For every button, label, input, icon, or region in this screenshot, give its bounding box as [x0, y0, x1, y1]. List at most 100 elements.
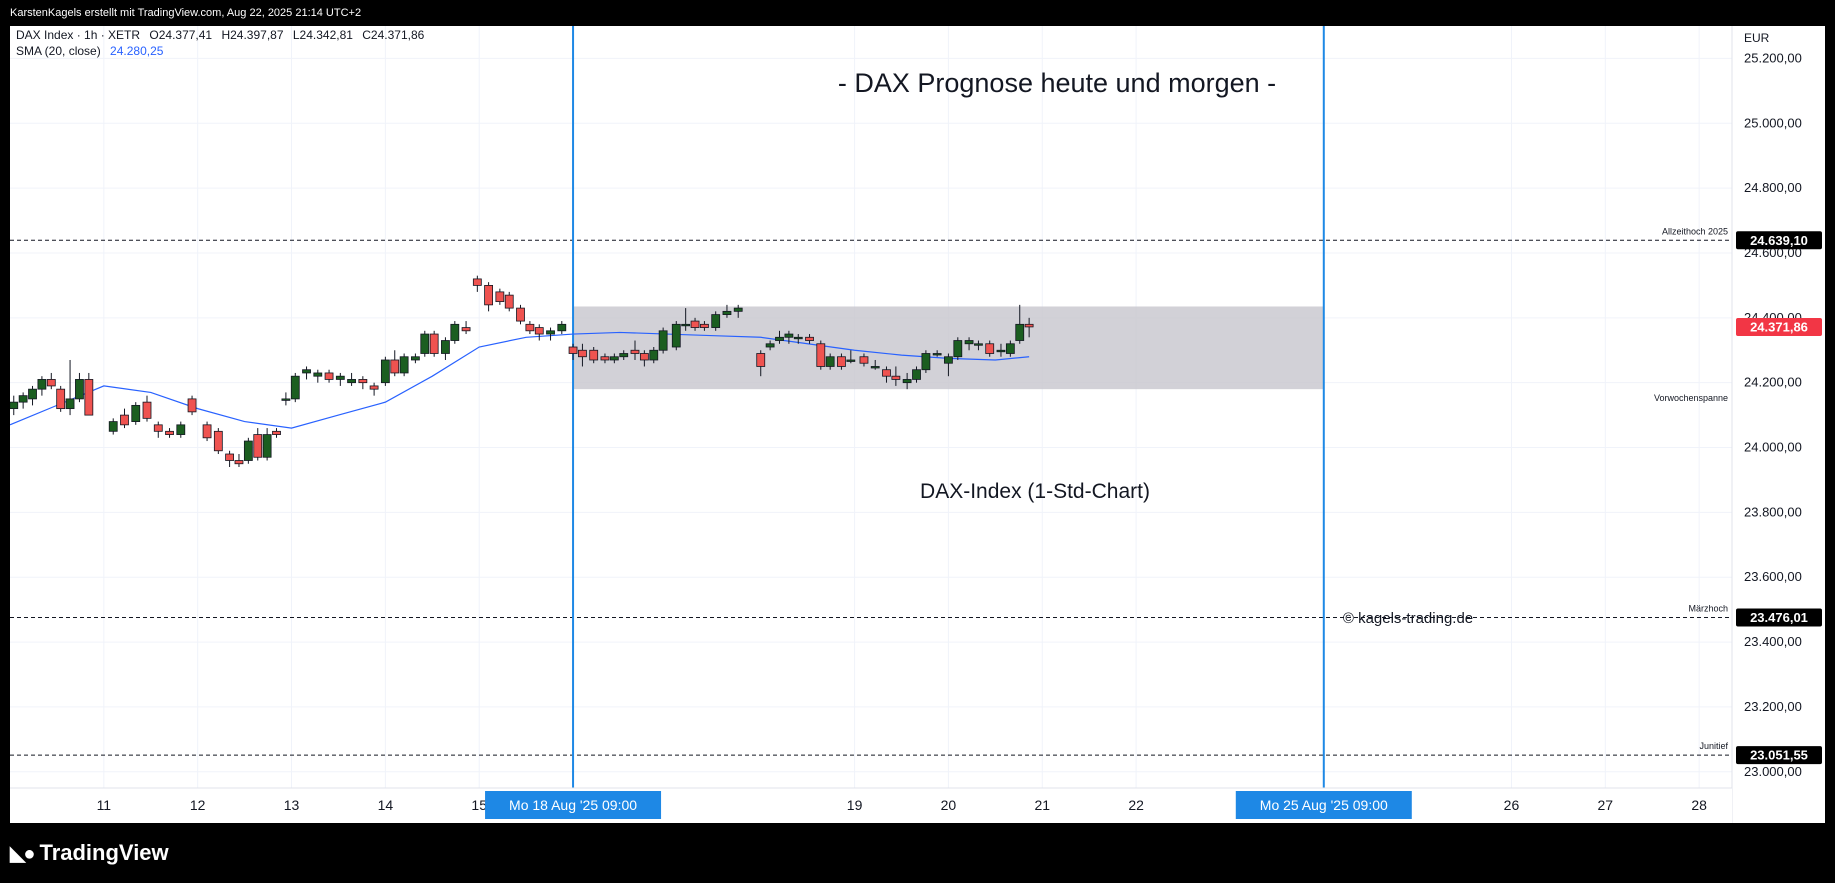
- candle-body: [380, 359, 390, 384]
- candle-body: [484, 285, 493, 306]
- candle: [131, 402, 141, 425]
- candle-body: [9, 401, 19, 410]
- candle: [609, 353, 619, 364]
- candle: [722, 304, 732, 318]
- level-price-tag-text: 24.639,10: [1750, 233, 1808, 248]
- price-tick-label: 23.800,00: [1744, 504, 1802, 519]
- candle: [534, 324, 544, 341]
- time-marker-tag: [1235, 791, 1412, 819]
- level-lines-layer: Allzeithoch 2025 Märzhoch Junitief: [10, 226, 1732, 756]
- level-label: Märzhoch: [1688, 603, 1728, 613]
- candle: [176, 421, 186, 438]
- candle-body: [671, 323, 681, 348]
- candle: [953, 337, 963, 360]
- candle: [46, 372, 56, 390]
- candle-body: [816, 343, 826, 367]
- range-box-layer: Vorwochenspanne: [573, 306, 1728, 403]
- candle: [619, 350, 629, 360]
- attribution-text: KarstenKagels erstellt mit TradingView.c…: [10, 7, 362, 19]
- candle-body: [516, 307, 525, 322]
- legend-sma: SMA (20, close) 24.280,25: [16, 44, 164, 58]
- tradingview-logo-text: TradingView: [39, 840, 169, 865]
- candle: [921, 350, 931, 373]
- chart-frame[interactable]: Vorwochenspanne Allzeithoch 2025 Märzhoch…: [9, 26, 1825, 823]
- candle: [859, 353, 869, 367]
- candle: [546, 327, 555, 341]
- footer-bar: ◣● TradingView: [0, 823, 1835, 883]
- tradingview-logo[interactable]: ◣● TradingView: [10, 840, 169, 866]
- candle: [165, 428, 174, 438]
- candle: [681, 308, 691, 331]
- candle: [825, 353, 835, 370]
- candle: [765, 340, 775, 351]
- price-tick-label: 25.000,00: [1744, 115, 1802, 130]
- time-tick-label: 12: [190, 797, 206, 813]
- candle: [347, 372, 356, 386]
- candle: [472, 275, 482, 292]
- time-tick-label: 13: [284, 797, 300, 813]
- candle-body: [495, 291, 505, 303]
- candle-body: [534, 327, 544, 335]
- price-tick-label: 25.200,00: [1744, 50, 1802, 65]
- candle-body: [921, 353, 931, 371]
- time-tick-label: 19: [847, 797, 863, 813]
- grid-lines: [10, 26, 1732, 788]
- candle-body: [28, 388, 37, 400]
- candle-body: [630, 349, 640, 354]
- candle-body: [176, 424, 186, 435]
- candle-body: [369, 385, 379, 390]
- candle: [225, 450, 234, 467]
- candle: [589, 347, 599, 364]
- price-tick-label: 24.000,00: [1744, 440, 1802, 455]
- candle-body: [390, 359, 400, 374]
- candle-body: [18, 395, 28, 403]
- candle: [75, 372, 84, 403]
- candle-body: [410, 356, 420, 361]
- candle-body: [290, 375, 300, 400]
- level-label: Junitief: [1699, 741, 1728, 751]
- candle-body: [450, 323, 460, 341]
- candle-body: [805, 336, 814, 341]
- candle-body: [313, 372, 323, 377]
- candle: [324, 369, 334, 383]
- candle-body: [711, 314, 721, 328]
- candle-body: [187, 398, 197, 413]
- candle: [964, 337, 974, 351]
- candle-body: [825, 356, 835, 367]
- candle: [450, 321, 460, 344]
- candle: [504, 291, 514, 312]
- candle-body: [600, 356, 610, 361]
- candlestick-chart[interactable]: Vorwochenspanne Allzeithoch 2025 Märzhoch…: [9, 26, 1825, 823]
- candle-body: [399, 356, 409, 374]
- candle-body: [837, 356, 846, 367]
- candle: [902, 372, 912, 390]
- candle-body: [619, 353, 629, 358]
- time-axis: 11 12 13 14 15 19 20 21 22 26 27 28 Mo 18 Aug '25 09…: [10, 787, 1732, 823]
- candle: [784, 330, 794, 344]
- currency-label: EUR: [1744, 31, 1770, 45]
- candle-body: [733, 307, 743, 312]
- candle-body: [335, 375, 345, 380]
- copyright-text: © kagels-trading.de: [1343, 610, 1473, 627]
- candle: [974, 340, 983, 351]
- candle: [243, 437, 253, 464]
- price-tick-label: 23.000,00: [1744, 764, 1802, 779]
- candle: [1015, 304, 1025, 344]
- candle: [302, 366, 311, 380]
- candle: [639, 350, 649, 367]
- candle: [399, 353, 409, 377]
- candle-body: [302, 369, 311, 374]
- candle-body: [56, 388, 66, 410]
- candle-body: [202, 424, 212, 439]
- price-tick-label: 24.800,00: [1744, 180, 1802, 195]
- level-price-tag-text: 23.476,01: [1750, 610, 1808, 625]
- candle: [816, 340, 826, 370]
- candle: [846, 350, 856, 364]
- candle: [187, 395, 197, 416]
- candle-body: [870, 366, 880, 369]
- candle: [944, 353, 953, 377]
- candle-body: [472, 278, 482, 286]
- candle: [690, 317, 700, 331]
- price-tick-label: 23.400,00: [1744, 634, 1802, 649]
- candle: [837, 353, 846, 370]
